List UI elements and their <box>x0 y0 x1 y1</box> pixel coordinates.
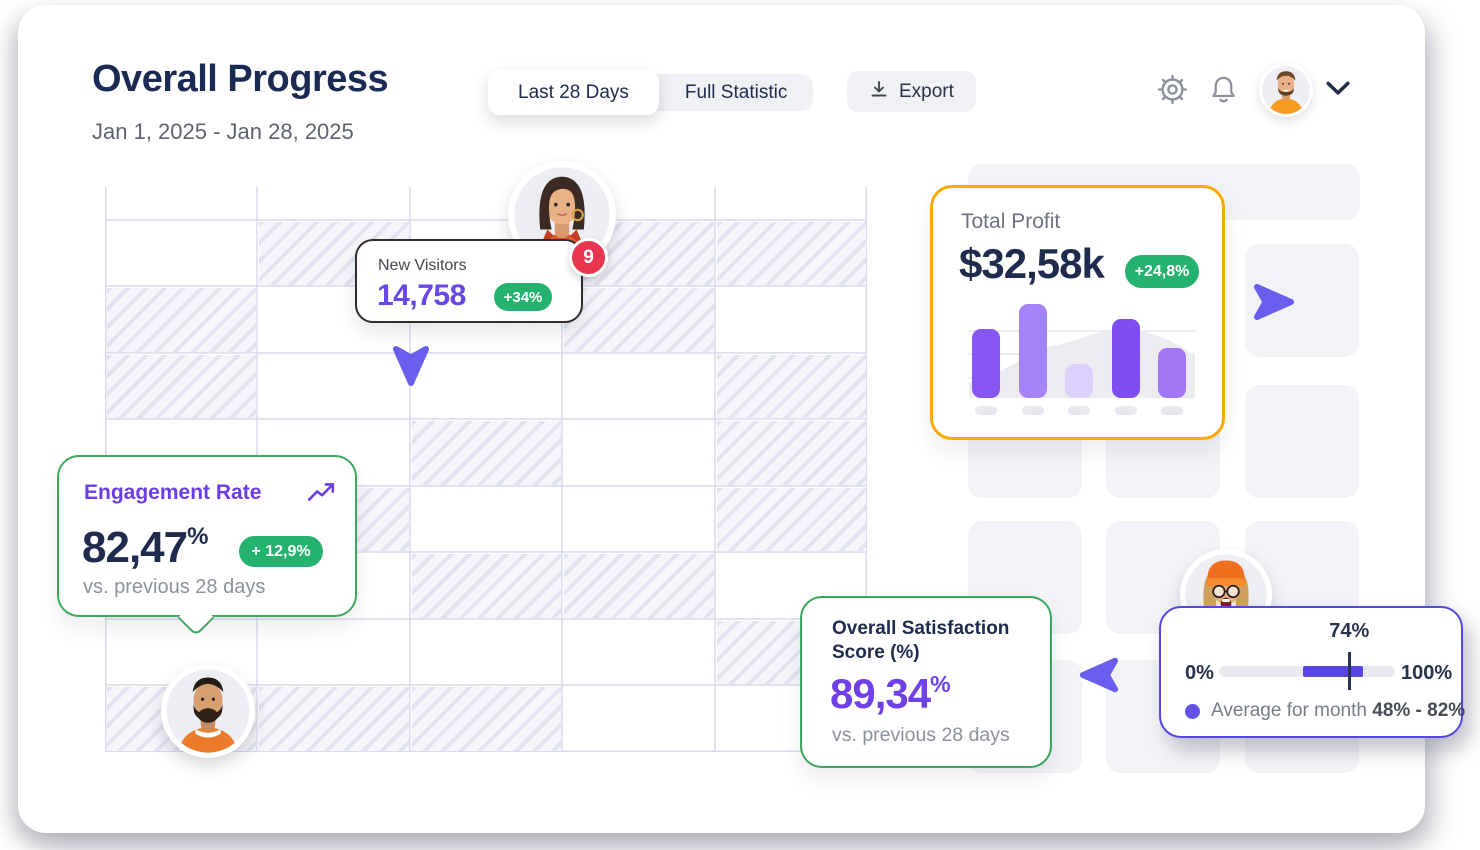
cursor-right-icon <box>1252 278 1298 331</box>
chevron-down-icon <box>1326 81 1350 95</box>
trend-up-icon <box>307 481 335 508</box>
satisfaction-card: Overall Satisfaction Score (%) 89,34% vs… <box>800 596 1052 768</box>
grid-hatch-cell <box>717 488 866 551</box>
total-profit-card: Total Profit $32,58k +24,8% <box>930 185 1225 440</box>
user-avatar-image <box>1262 66 1310 114</box>
satisfaction-label-line1: Overall Satisfaction <box>832 618 1010 639</box>
new-visitors-value: 14,758 <box>377 279 466 312</box>
download-icon <box>869 79 889 105</box>
tab-full-statistic[interactable]: Full Statistic <box>684 81 788 103</box>
range-slider-track[interactable] <box>1219 666 1395 677</box>
total-profit-value: $32,58k <box>959 240 1105 287</box>
profit-bar-chart <box>969 304 1195 398</box>
cursor-left-icon <box>1076 652 1120 703</box>
engagement-label: Engagement Rate <box>84 481 262 504</box>
grid-hatch-cell <box>412 421 561 485</box>
total-profit-label: Total Profit <box>961 210 1061 233</box>
gear-icon <box>1157 74 1188 105</box>
range-min-label: 0% <box>1185 662 1214 684</box>
new-visitors-label: New Visitors <box>378 257 467 274</box>
profit-chart-ticks <box>969 406 1195 416</box>
profit-tick <box>975 406 997 415</box>
grid-hatch-cell <box>717 355 866 418</box>
profit-bar <box>1018 304 1047 398</box>
engagement-card: Engagement Rate 82,47% + 12,9% vs. previ… <box>57 455 357 617</box>
grid-hatch-cell <box>412 554 561 618</box>
engagement-value: 82,47% <box>82 523 209 572</box>
range-slider-marker[interactable] <box>1347 652 1351 690</box>
date-range: Jan 1, 2025 - Jan 28, 2025 <box>92 119 354 144</box>
profit-bar <box>1065 364 1093 398</box>
export-button[interactable]: Export <box>847 71 976 112</box>
satisfaction-value: 89,34% <box>830 670 951 717</box>
chart-gridline <box>969 353 1195 355</box>
time-range-tabs: Last 28 Days Full Statistic <box>488 70 814 115</box>
profit-bar <box>1158 348 1186 398</box>
grid-hatch-cell <box>564 288 714 352</box>
skeleton-block <box>1245 385 1359 498</box>
chart-gridline <box>969 330 1195 332</box>
new-visitors-delta-badge: +34% <box>494 283 552 311</box>
satisfaction-unit: % <box>930 671 950 697</box>
tab-last-28-days[interactable]: Last 28 Days <box>488 70 659 115</box>
legend-dot-icon <box>1185 703 1200 719</box>
engagement-delta-badge: + 12,9% <box>239 536 323 567</box>
monthly-range-card: 74% 0% 100% Average for month 48% - 82% <box>1159 606 1465 738</box>
bell-icon <box>1212 76 1235 103</box>
user-avatar[interactable] <box>1259 63 1313 117</box>
profit-tick <box>1161 406 1183 415</box>
legend-range: 48% - 82% <box>1372 700 1466 721</box>
profit-bar <box>972 329 1000 398</box>
satisfaction-label-line2: Score (%) <box>832 642 920 663</box>
grid-hatch-cell <box>564 554 714 618</box>
total-profit-delta-badge: +24,8% <box>1125 255 1199 288</box>
notifications-button[interactable] <box>1208 74 1239 108</box>
legend-text: Average for month 48% - 82% <box>1211 700 1466 721</box>
profit-tick <box>1114 406 1137 415</box>
satisfaction-comparison: vs. previous 28 days <box>832 724 1010 746</box>
profit-bar <box>1111 319 1140 398</box>
profit-tick <box>1021 406 1044 415</box>
member-avatar <box>161 664 255 758</box>
engagement-unit: % <box>187 523 209 550</box>
new-visitors-card: New Visitors 14,758 +34% <box>355 239 583 323</box>
grid-hatch-cell <box>107 288 256 352</box>
cursor-down-icon <box>391 343 431 396</box>
range-current-value: 74% <box>1329 620 1370 642</box>
profit-tick <box>1068 406 1090 415</box>
settings-button[interactable] <box>1156 73 1189 109</box>
notification-count-badge: 9 <box>569 238 608 277</box>
account-menu-button[interactable] <box>1326 81 1350 99</box>
export-label: Export <box>899 80 954 102</box>
page-title: Overall Progress <box>92 58 389 100</box>
grid-hatch-cell <box>107 355 256 418</box>
range-max-label: 100% <box>1401 662 1453 684</box>
grid-hatch-cell <box>259 687 409 751</box>
grid-hatch-cell <box>717 421 866 485</box>
range-slider-fill <box>1303 666 1364 677</box>
range-legend: Average for month 48% - 82% <box>1185 700 1465 722</box>
grid-hatch-cell <box>717 222 866 285</box>
engagement-comparison: vs. previous 28 days <box>83 576 266 598</box>
grid-hatch-cell <box>412 687 561 751</box>
